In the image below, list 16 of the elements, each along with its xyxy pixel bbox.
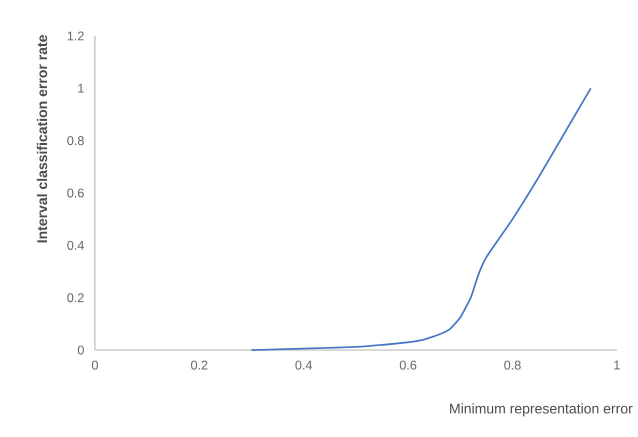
y-tick-label: 0.8: [67, 136, 84, 146]
y-tick-label: 0.6: [67, 188, 84, 198]
x-tick-label: 0.2: [191, 360, 208, 370]
x-tick-label: 0.6: [400, 360, 416, 370]
y-tick-label: 0.4: [67, 240, 84, 250]
x-tick-label: 1: [614, 360, 620, 370]
x-axis-title: Minimum representation error: [450, 403, 633, 416]
x-tick-label: 0.4: [295, 360, 312, 370]
y-axis-title: Interval classification error rate: [36, 35, 48, 242]
line-series: [250, 87, 592, 351]
x-tick-label: 0: [92, 360, 98, 370]
x-tick-label: 0.8: [504, 360, 521, 370]
y-tick-label: 0: [78, 346, 84, 355]
y-tick-label: 0.2: [67, 293, 84, 302]
y-tick-label: 1: [78, 84, 84, 93]
y-tick-label: 1.2: [68, 31, 84, 40]
